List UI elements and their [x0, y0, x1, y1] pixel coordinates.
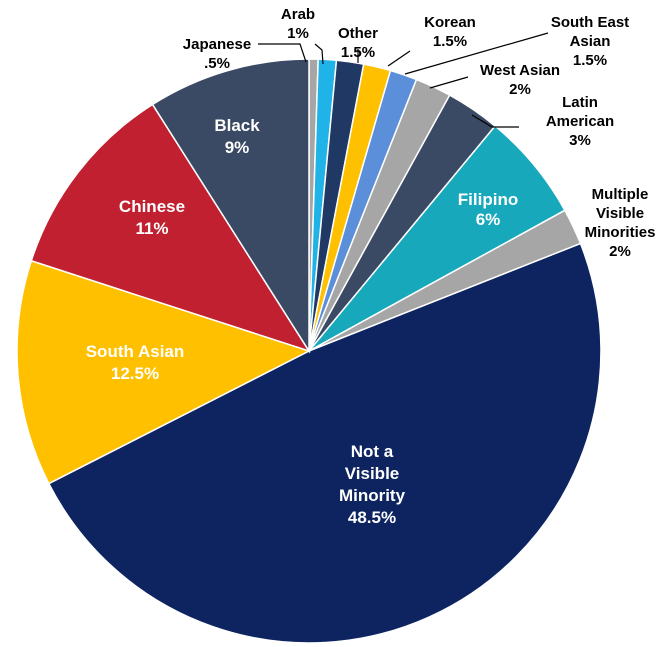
slice-category-label: South Asian	[86, 342, 185, 361]
slice-category-label: Chinese	[119, 197, 185, 216]
slice-value-label: 1.5%	[341, 44, 375, 61]
slice-category-label: Visible	[596, 205, 644, 222]
label-japanese: Japanese .5%	[183, 36, 251, 72]
label-other: Other 1.5%	[338, 25, 378, 61]
slice-black	[151, 58, 310, 354]
slice-value-label: 12.5%	[111, 364, 159, 383]
slice-category-label: Filipino	[458, 190, 518, 209]
slice-labels: Japanese .5%Arab 1% Other 1.5%Korean 1.5%Sout…	[86, 6, 656, 527]
label-arab: Arab 1%	[281, 6, 315, 42]
label-black: Black 9%	[214, 116, 260, 157]
leader-line-korean	[387, 50, 411, 67]
slice-value-label: 2%	[509, 81, 531, 98]
label-west-asian: West Asian 2%	[480, 62, 560, 98]
label-chinese: Chinese 11%	[119, 197, 185, 238]
leader-lines	[258, 32, 549, 128]
slice-chinese	[30, 103, 311, 353]
slice-category-label: Other	[338, 25, 378, 42]
slice-category-label: Multiple	[592, 186, 649, 203]
slice-category-label: Visible	[345, 464, 400, 483]
slice-value-label: 48.5%	[348, 508, 396, 527]
label-filipino: Filipino 6%	[458, 190, 518, 229]
leader-line-west-asian	[429, 76, 469, 89]
pie-slices	[16, 58, 602, 644]
slice-value-label: 6%	[476, 210, 501, 229]
slice-category-label: Black	[214, 116, 260, 135]
label-south-east-asian: South East Asian 1.5%	[551, 14, 629, 69]
label-not-a-visible-minority: Not a Visible Minority 48.5%	[339, 442, 406, 527]
slice-category-label: South East	[551, 14, 629, 31]
leader-line-japanese	[258, 43, 307, 63]
slice-category-label: Korean	[424, 14, 476, 31]
slice-category-label: Minorities	[585, 224, 656, 241]
leader-line-south-east-asian	[404, 32, 549, 75]
slice-category-label: Not a	[351, 442, 394, 461]
slice-value-label: 1%	[287, 25, 309, 42]
slice-value-label: 9%	[225, 138, 250, 157]
slice-category-label: West Asian	[480, 62, 560, 79]
slice-category-label: Japanese	[183, 36, 251, 53]
leader-line-arab	[314, 43, 324, 65]
slice-south-asian	[16, 259, 311, 485]
slice-category-label: Latin	[562, 94, 598, 111]
slice-value-label: 1.5%	[433, 33, 467, 50]
label-south-asian: South Asian 12.5%	[86, 342, 185, 383]
slice-category-label: Asian	[570, 33, 611, 50]
slice-value-label: 1.5%	[573, 52, 607, 69]
slice-value-label: .5%	[204, 55, 230, 72]
slice-value-label: 3%	[569, 132, 591, 149]
slice-value-label: 2%	[609, 243, 631, 260]
leader-line-latin-american	[471, 114, 519, 128]
slice-category-label: Minority	[339, 486, 406, 505]
label-korean: Korean 1.5%	[424, 14, 476, 50]
label-multiple-visible-minorities: Multiple Visible Minorities 2%	[585, 186, 656, 260]
label-latin-american: Latin American 3%	[546, 94, 614, 149]
slice-not-a-visible-minority	[47, 242, 602, 644]
slice-value-label: 11%	[135, 219, 168, 238]
slice-category-label: Arab	[281, 6, 315, 23]
slice-category-label: American	[546, 113, 614, 130]
